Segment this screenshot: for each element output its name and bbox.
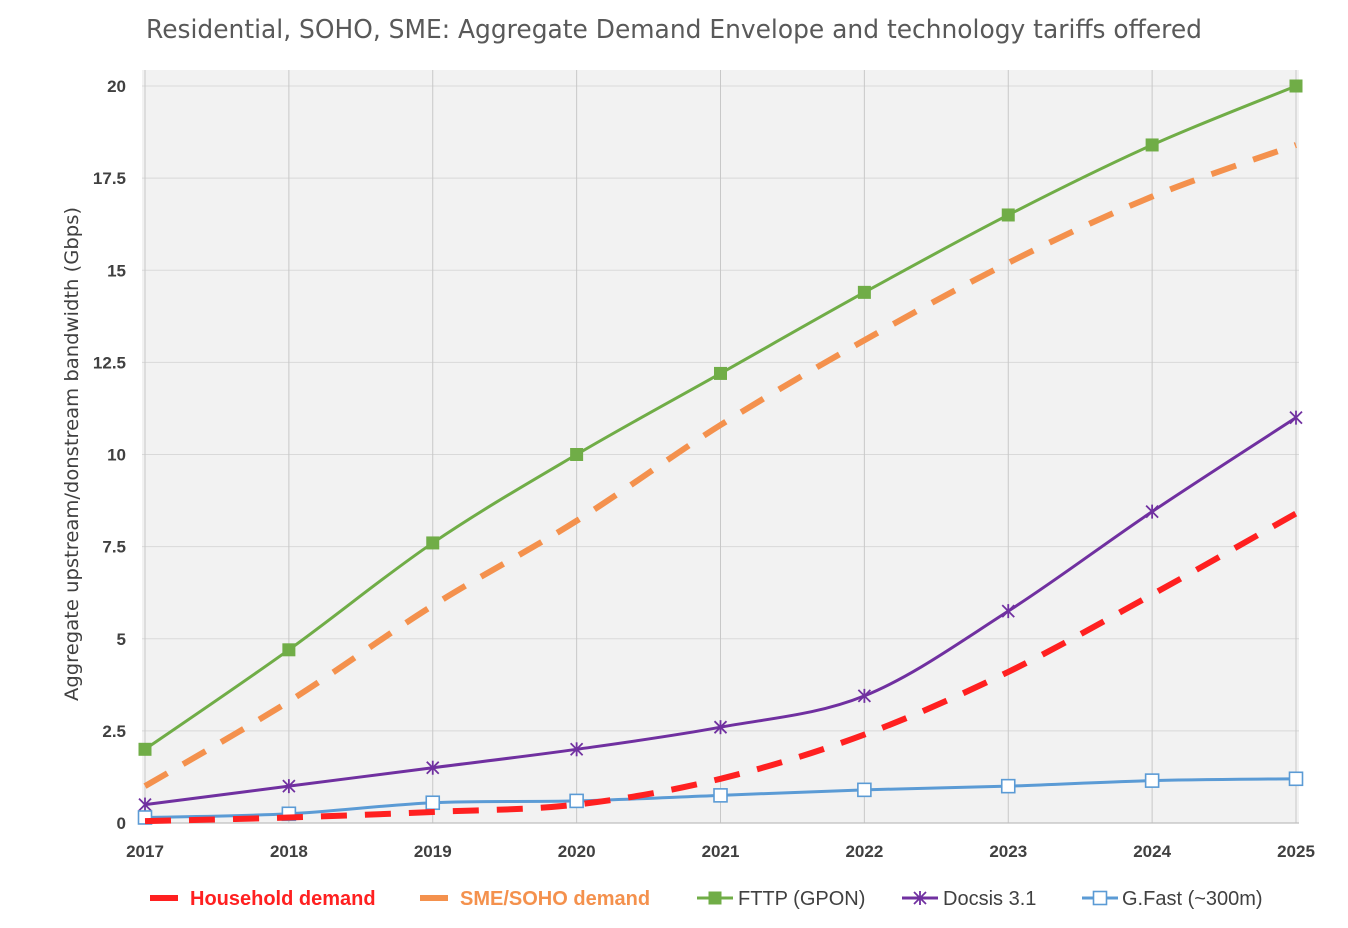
legend: Household demand SME/SOHO demand FTTP (GPO… [150, 888, 1263, 910]
legend-marker [1092, 890, 1108, 906]
data-point [714, 366, 727, 380]
data-point [1145, 504, 1159, 519]
legend-label: G.Fast (~300m) [1122, 888, 1263, 910]
data-point [1000, 778, 1016, 794]
legend-label: Household demand [190, 888, 376, 910]
legend-label: Docsis 3.1 [943, 888, 1036, 910]
data-point [1001, 604, 1015, 619]
series-layer [137, 79, 1304, 825]
data-point [570, 448, 584, 461]
axes: 0 2.5 5 7.5 10 12.5 15 17.5 20 2017 2018 2019 2020 20… [93, 77, 1315, 861]
data-point [426, 536, 440, 550]
data-point [1289, 79, 1303, 93]
data-point [857, 285, 871, 299]
x-tick-label: 2024 [1133, 842, 1171, 861]
data-point [282, 643, 296, 657]
data-point [1144, 773, 1160, 788]
data-point [1289, 410, 1303, 425]
data-point [569, 742, 584, 757]
data-point [425, 795, 441, 811]
series-docsis-3-1 [138, 410, 1303, 812]
legend-item: Docsis 3.1 [902, 888, 1036, 910]
x-tick-label: 2025 [1277, 842, 1315, 861]
data-point [1145, 138, 1159, 152]
y-tick-label: 5 [117, 630, 126, 649]
y-tick-label: 7.5 [102, 538, 126, 557]
data-point [1001, 208, 1015, 222]
legend-label: FTTP (GPON) [738, 888, 865, 910]
data-point [713, 720, 728, 735]
y-tick-label: 12.5 [93, 353, 126, 372]
x-tick-label: 2019 [414, 842, 452, 861]
y-axis-label: Aggregate upstream/donstream bandwidth (… [61, 207, 83, 701]
y-tick-label: 17.5 [93, 169, 126, 188]
x-tick-label: 2021 [702, 842, 740, 861]
y-tick-label: 2.5 [102, 722, 126, 741]
chart-title: Residential, SOHO, SME: Aggregate Demand… [146, 15, 1202, 45]
data-point [1288, 771, 1304, 787]
y-tick-label: 10 [107, 446, 126, 465]
gridlines [142, 70, 1299, 823]
data-point [138, 797, 152, 812]
y-tick-label: 0 [117, 814, 126, 833]
data-point [857, 688, 872, 703]
y-tick-label: 20 [107, 77, 126, 96]
series-sme-soho-demand [143, 142, 1298, 789]
legend-item: SME/SOHO demand [420, 888, 650, 910]
x-tick-label: 2022 [845, 842, 883, 861]
series-line [144, 510, 1298, 825]
data-point [426, 760, 440, 775]
legend-label: SME/SOHO demand [460, 888, 650, 910]
x-tick-label: 2017 [126, 842, 164, 861]
legend-marker [708, 891, 722, 905]
x-tick-label: 2018 [270, 842, 308, 861]
series-household-demand [144, 510, 1298, 825]
data-point [857, 782, 872, 798]
y-tick-label: 15 [107, 261, 126, 280]
x-tick-label: 2023 [989, 842, 1027, 861]
legend-item: FTTP (GPON) [697, 888, 865, 910]
data-point [713, 788, 728, 803]
data-point [569, 793, 584, 809]
series-line [143, 142, 1298, 789]
legend-marker [913, 891, 927, 905]
legend-item: G.Fast (~300m) [1082, 888, 1263, 910]
series-fttp-gpon [138, 79, 1303, 756]
legend-item: Household demand [150, 888, 376, 910]
data-point [138, 742, 152, 756]
x-tick-label: 2020 [558, 842, 596, 861]
data-point [282, 779, 296, 794]
